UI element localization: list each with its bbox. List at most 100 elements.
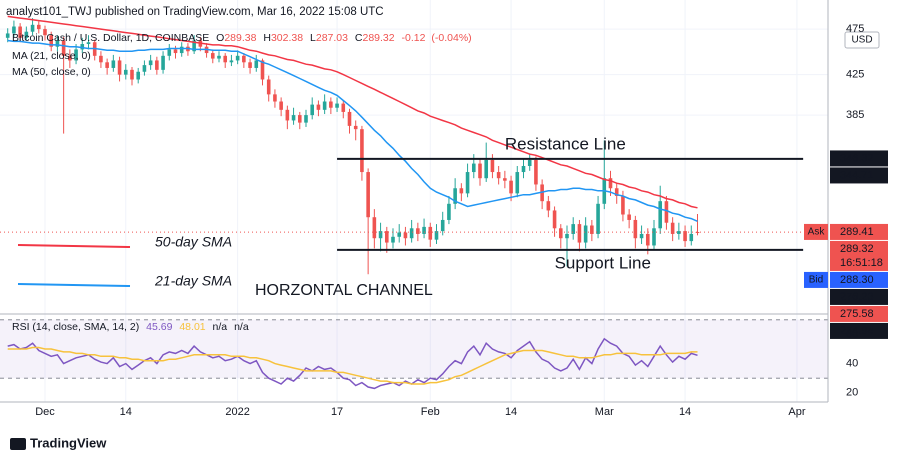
- rsi-tick-label: 40: [846, 358, 858, 370]
- candle-body: [627, 214, 631, 220]
- price-label-box: [830, 150, 888, 167]
- footer-brand: TradingView: [30, 435, 107, 450]
- candle-body: [142, 65, 147, 72]
- candle-body: [384, 231, 389, 243]
- price-label-box: [830, 240, 888, 271]
- candle-body: [117, 60, 122, 75]
- candle-body: [18, 26, 22, 38]
- candle-body: [366, 172, 370, 218]
- candle-body: [217, 55, 221, 59]
- candle-body: [123, 69, 128, 75]
- series-line: [7, 346, 698, 385]
- candle-body: [372, 217, 377, 239]
- candle-body: [24, 31, 29, 38]
- price-label-box: [830, 288, 888, 305]
- candle-body: [577, 224, 582, 243]
- ohlc-letter: L: [310, 32, 316, 44]
- ohlc-value: 289.32: [363, 32, 395, 44]
- candle-body: [422, 226, 426, 234]
- price-label-box: [830, 223, 888, 240]
- symbol-header: Bitcoin Cash / U.S. Dollar, 1D, COINBASE…: [12, 32, 472, 44]
- legend-label: 50-day SMA: [155, 234, 232, 250]
- candle-body: [80, 44, 85, 50]
- indicator-label: MA (50, close, 0): [12, 66, 91, 78]
- candle-body: [677, 231, 681, 234]
- logo-icon: [10, 438, 26, 450]
- candle-body: [68, 55, 72, 61]
- candle-body: [683, 231, 687, 242]
- candle-body: [155, 60, 159, 70]
- na-label: n/a: [234, 321, 249, 333]
- candle-body: [689, 233, 694, 242]
- candle-body: [266, 79, 271, 95]
- candle-body: [534, 160, 538, 185]
- candle-body: [285, 109, 290, 121]
- candle-body: [329, 101, 333, 108]
- candle-body: [614, 188, 619, 196]
- rsi-tick-label: 60: [846, 328, 858, 340]
- series-line: [7, 337, 698, 390]
- price-label: 344.71: [840, 169, 874, 181]
- x-tick-label: 14: [679, 406, 691, 418]
- candle-body: [471, 163, 476, 173]
- x-tick-label: Apr: [788, 406, 805, 418]
- candle-body: [571, 224, 576, 234]
- candle-body: [484, 160, 489, 179]
- candle-body: [297, 115, 302, 123]
- symbol: Bitcoin Cash / U.S. Dollar, 1D, COINBASE: [12, 32, 209, 44]
- candle-body: [664, 201, 669, 223]
- candle-body: [111, 60, 116, 68]
- x-tick-label: 2022: [225, 406, 249, 418]
- candle-body: [478, 163, 482, 179]
- candle-body: [30, 24, 35, 32]
- candle-body: [316, 104, 321, 110]
- price-label: 346.32: [840, 152, 874, 164]
- rsi-value: 45.69: [146, 321, 172, 333]
- candle-body: [235, 55, 240, 61]
- ohlc-letter: O: [216, 32, 224, 44]
- candle-body: [658, 201, 663, 229]
- y-tick-label: 425: [846, 69, 864, 81]
- ohlc-letter: H: [263, 32, 271, 44]
- candle-body: [353, 125, 358, 130]
- overlay: Resistance Line Support Line HORZONTAL CHA…: [0, 134, 888, 339]
- price-label: 289.32: [840, 243, 874, 255]
- candle-body: [86, 42, 91, 45]
- candle-body: [61, 40, 66, 56]
- candle-body: [639, 233, 644, 239]
- candle-body: [695, 231, 700, 233]
- author-line: analyst101_TWJ published on TradingView.…: [6, 6, 384, 18]
- price-label-box: [830, 167, 888, 184]
- ohlc-letter: C: [355, 32, 363, 44]
- y-tick-label: 385: [846, 109, 864, 121]
- candle-body: [223, 55, 228, 63]
- rsi-ma-value: 48.01: [179, 321, 205, 333]
- candle-body: [621, 195, 625, 215]
- na-label: n/a: [213, 321, 228, 333]
- candle-body: [652, 228, 656, 246]
- candle-body: [322, 101, 327, 110]
- price-label-box: [830, 305, 888, 322]
- candle-body: [360, 129, 364, 173]
- candle-body: [161, 55, 165, 70]
- ohlc-value: 289.38: [224, 32, 256, 44]
- candle-body: [633, 219, 638, 239]
- x-tick-label: Dec: [35, 406, 55, 418]
- candle-body: [521, 165, 526, 173]
- currency: USD: [851, 35, 872, 46]
- price-label-box: [830, 322, 888, 339]
- candle-body: [453, 188, 457, 204]
- candle-body: [74, 49, 78, 61]
- candle-body: [558, 228, 563, 239]
- candle-body: [291, 115, 296, 121]
- grid: [0, 0, 828, 402]
- candle-body: [608, 178, 613, 189]
- candle-body: [434, 231, 439, 240]
- candle-body: [105, 62, 109, 68]
- candle-body: [496, 172, 501, 179]
- candle-body: [273, 94, 277, 102]
- candle-body: [459, 188, 464, 194]
- x-tick-label: 17: [331, 406, 343, 418]
- tradingview-logo: TradingView: [10, 435, 107, 450]
